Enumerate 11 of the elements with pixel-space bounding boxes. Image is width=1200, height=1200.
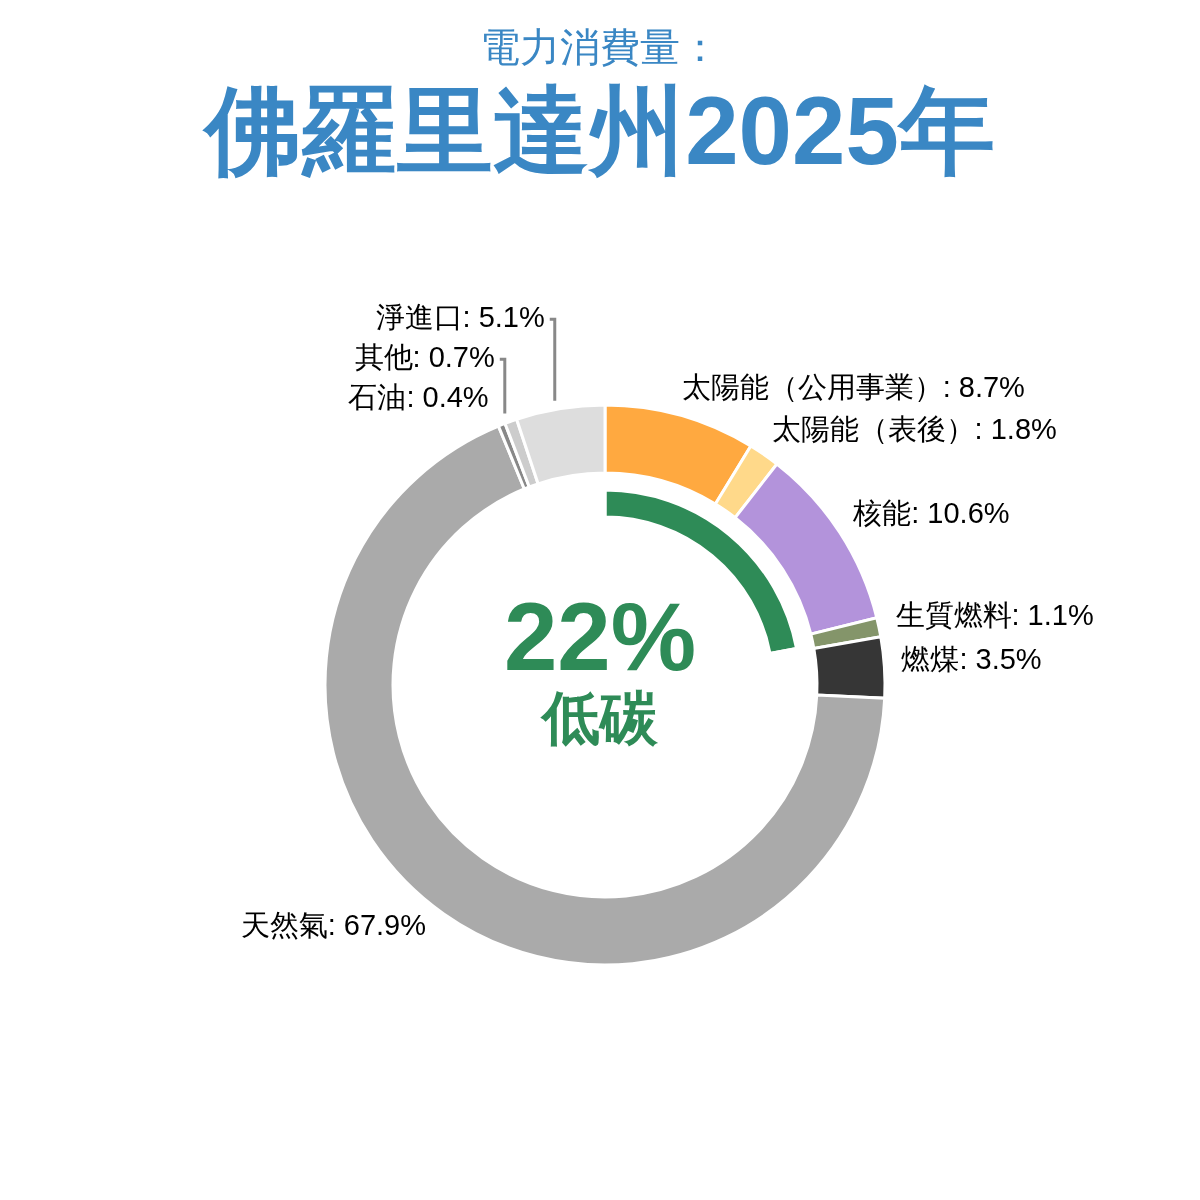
slice-label: 其他: 0.7% <box>354 340 495 373</box>
chart-title: 佛羅里達州2025年 <box>201 76 996 186</box>
slice-label: 燃煤: 3.5% <box>901 642 1042 675</box>
slice-label: 石油: 0.4% <box>348 380 489 413</box>
slice-label: 淨進口: 5.1% <box>375 300 545 333</box>
chart-subtitle: 電力消費量： <box>479 24 721 71</box>
slice-label: 核能: 10.6% <box>852 497 1010 530</box>
slice-label: 太陽能（公用事業）: 8.7% <box>681 370 1025 403</box>
slice-label: 天然氣: 67.9% <box>240 908 427 941</box>
slice-label: 生質燃料: 1.1% <box>895 599 1094 632</box>
slice-label: 太陽能（表後）: 1.8% <box>771 413 1057 446</box>
